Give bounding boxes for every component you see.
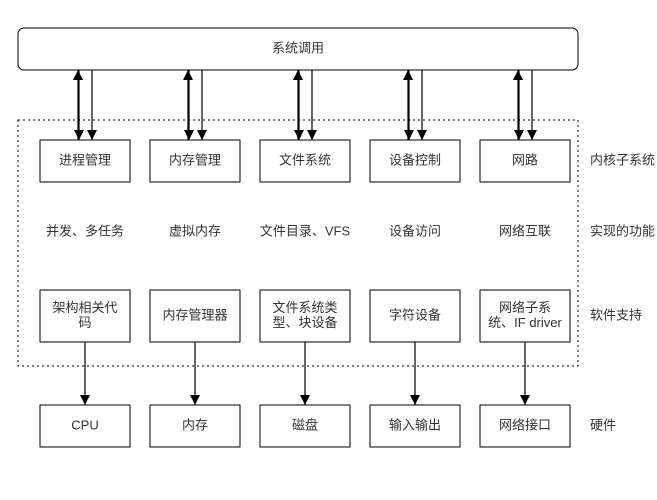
software-label: 内存管理器 xyxy=(162,307,227,322)
subsystem-label: 内存管理 xyxy=(169,152,221,167)
function-label: 网络互联 xyxy=(499,223,551,238)
software-label: 文件系统类 xyxy=(272,300,337,315)
software-label: 统、IF driver xyxy=(488,315,562,330)
software-label: 架构相关代 xyxy=(52,300,117,315)
subsystem-label: 文件系统 xyxy=(279,152,331,167)
software-label: 网络子系 xyxy=(499,300,551,315)
side-label-subsystems: 内核子系统 xyxy=(590,152,655,167)
hardware-label: 网络接口 xyxy=(499,417,551,432)
side-label-software: 软件支持 xyxy=(590,307,642,322)
software-label: 码 xyxy=(78,315,91,330)
hardware-label: 输入输出 xyxy=(389,417,441,432)
subsystem-label: 进程管理 xyxy=(59,152,111,167)
syscall-label: 系统调用 xyxy=(272,40,324,55)
subsystem-label: 设备控制 xyxy=(389,152,441,167)
hardware-label: 磁盘 xyxy=(292,417,318,432)
side-label-hardware: 硬件 xyxy=(590,417,616,432)
architecture-diagram: 系统调用进程管理并发、多任务架构相关代码 CPU 内存管理虚拟内存内存管理器内存 文件… xyxy=(0,0,657,500)
software-label: 型、块设备 xyxy=(272,315,337,330)
function-label: 并发、多任务 xyxy=(46,223,124,238)
side-label-functions: 实现的功能 xyxy=(590,223,655,238)
function-label: 设备访问 xyxy=(389,223,441,238)
function-label: 文件目录、VFS xyxy=(260,223,351,238)
subsystem-label: 网路 xyxy=(512,152,538,167)
hardware-label: CPU xyxy=(71,417,98,432)
software-label: 字符设备 xyxy=(389,307,441,322)
function-label: 虚拟内存 xyxy=(169,223,221,238)
hardware-label: 内存 xyxy=(182,417,208,432)
